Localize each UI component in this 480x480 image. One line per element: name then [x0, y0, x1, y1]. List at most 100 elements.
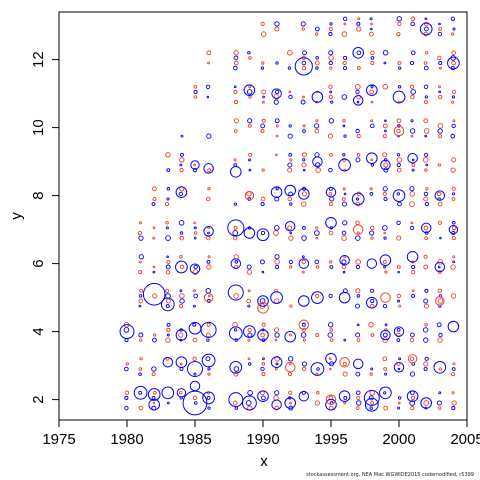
- background-point: [165, 288, 170, 293]
- background-point: [382, 337, 388, 343]
- background-point: [341, 230, 347, 236]
- background-point: [301, 95, 305, 99]
- background-point: [288, 152, 293, 157]
- background-point: [233, 50, 239, 56]
- background-point: [288, 265, 293, 269]
- background-point: [396, 338, 401, 342]
- data-point: [352, 224, 364, 235]
- background-point: [287, 162, 293, 168]
- background-point: [409, 201, 415, 207]
- background-point: [410, 332, 415, 338]
- background-point: [232, 322, 238, 328]
- background-point: [152, 293, 158, 299]
- background-point: [274, 259, 280, 265]
- background-point: [384, 270, 388, 274]
- background-point: [451, 391, 455, 395]
- background-point: [343, 55, 348, 60]
- background-point: [451, 157, 457, 163]
- background-point: [261, 270, 265, 274]
- background-point: [370, 288, 375, 293]
- background-point: [247, 357, 251, 361]
- background-point: [356, 152, 361, 157]
- background-point: [450, 16, 455, 21]
- background-point: [423, 84, 429, 90]
- data-point: [243, 227, 256, 239]
- background-point: [355, 390, 361, 396]
- background-point: [207, 255, 211, 259]
- data-point: [435, 296, 445, 306]
- background-point: [370, 22, 373, 26]
- background-point: [424, 236, 429, 240]
- background-point: [355, 332, 361, 338]
- background-point: [246, 269, 253, 275]
- background-point: [327, 332, 333, 338]
- background-point: [329, 152, 333, 157]
- background-point: [369, 372, 373, 376]
- background-point: [192, 395, 198, 401]
- background-point: [329, 367, 332, 371]
- background-point: [233, 293, 240, 299]
- background-point: [383, 167, 389, 173]
- background-point: [398, 357, 402, 361]
- background-point: [451, 60, 456, 66]
- background-point: [424, 168, 428, 172]
- data-point: [298, 319, 310, 331]
- background-point: [438, 94, 443, 100]
- background-point: [342, 361, 347, 366]
- background-point: [124, 395, 129, 400]
- background-point: [329, 66, 333, 70]
- background-point: [302, 226, 306, 230]
- background-point: [233, 371, 239, 377]
- background-point: [423, 100, 428, 105]
- data-point: [188, 321, 202, 335]
- background-point: [409, 371, 416, 377]
- data-point: [406, 390, 419, 403]
- background-point: [233, 60, 239, 66]
- data-point: [393, 125, 405, 137]
- background-point: [193, 401, 198, 405]
- background-point: [247, 332, 253, 338]
- background-point: [179, 163, 183, 167]
- data-point: [176, 388, 187, 398]
- y-tick-label: 2: [30, 395, 47, 403]
- background-point: [396, 167, 402, 173]
- background-point: [275, 264, 280, 270]
- background-point: [260, 66, 265, 70]
- background-point: [287, 225, 293, 231]
- background-point: [153, 333, 157, 337]
- data-point: [407, 354, 418, 364]
- data-point: [366, 296, 378, 309]
- background-point: [314, 152, 320, 158]
- background-point: [437, 406, 442, 410]
- data-point: [407, 152, 418, 164]
- background-point: [410, 89, 416, 95]
- background-point: [383, 61, 387, 65]
- background-point: [302, 338, 307, 342]
- background-point: [356, 395, 361, 400]
- background-point: [341, 259, 347, 265]
- y-tick-label: 12: [30, 51, 47, 68]
- background-point: [152, 186, 157, 192]
- background-point: [409, 356, 415, 362]
- background-point: [315, 66, 319, 70]
- background-point: [438, 134, 443, 139]
- data-point: [228, 326, 243, 341]
- background-point: [438, 27, 443, 31]
- background-point: [260, 31, 267, 37]
- data-point: [256, 228, 270, 242]
- background-point: [356, 66, 361, 71]
- background-point: [382, 303, 388, 309]
- background-point: [370, 100, 374, 104]
- background-point: [193, 95, 198, 99]
- data-point: [228, 392, 244, 408]
- background-point: [233, 89, 238, 94]
- background-point: [384, 323, 388, 327]
- background-point: [287, 356, 294, 362]
- background-point: [384, 372, 388, 376]
- background-point: [436, 322, 442, 328]
- background-point: [356, 100, 360, 104]
- background-point: [260, 196, 266, 202]
- data-point: [243, 325, 256, 338]
- background-point: [166, 255, 169, 259]
- background-point: [207, 168, 211, 172]
